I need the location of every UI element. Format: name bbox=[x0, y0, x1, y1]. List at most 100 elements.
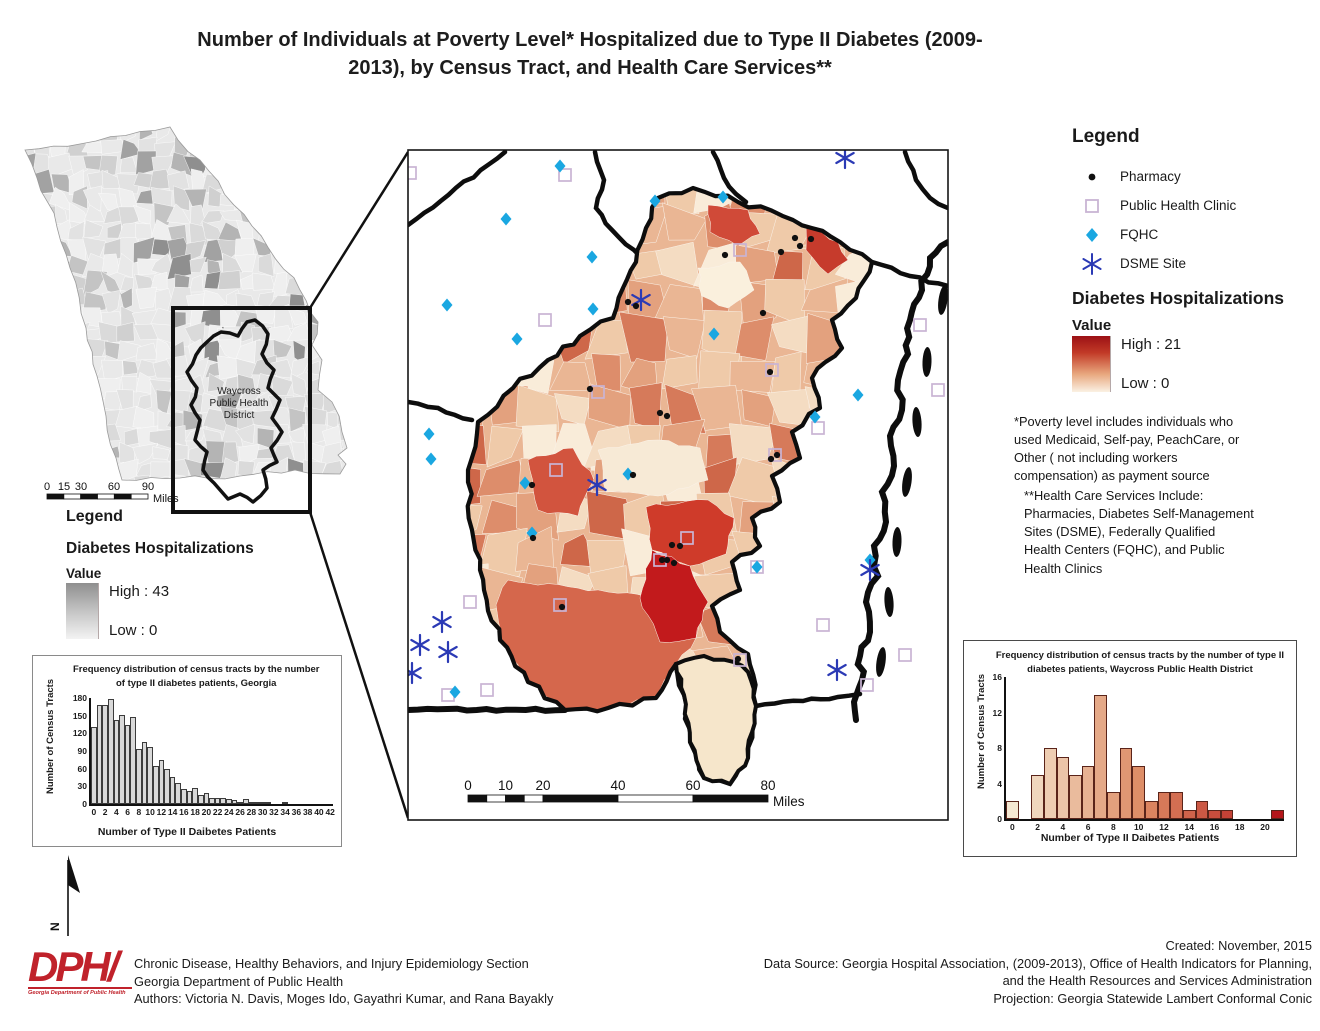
state-tract bbox=[38, 304, 53, 323]
credit-line: Projection: Georgia Statewide Lambert Co… bbox=[993, 990, 1312, 1006]
pharmacy-marker bbox=[777, 248, 785, 256]
state-tract bbox=[234, 186, 253, 211]
state-tract bbox=[219, 194, 242, 207]
y-axis-label: Number of Census Tracts bbox=[45, 678, 56, 794]
state-tract bbox=[338, 374, 347, 399]
pharmacy-marker bbox=[767, 455, 775, 463]
barrier-island bbox=[912, 407, 922, 437]
scalebar-segment bbox=[505, 794, 525, 803]
census-tract bbox=[591, 353, 621, 392]
state-tract bbox=[320, 375, 340, 393]
census-tract bbox=[728, 423, 781, 466]
highlight-tract bbox=[697, 261, 755, 309]
scalebar-segment bbox=[542, 794, 619, 803]
pharmacy-marker bbox=[629, 471, 637, 479]
x-tick-label: 32 bbox=[269, 807, 279, 817]
histogram-bar bbox=[1094, 694, 1108, 819]
histogram-bar bbox=[147, 746, 153, 804]
state-tract bbox=[31, 256, 52, 280]
plot-area: 0 30 60 90 120 150 180 0 2 4 6 8 10 12 14 16 18 20 22 24 26 2… bbox=[73, 693, 335, 817]
state-tract bbox=[305, 156, 322, 176]
histogram-bar bbox=[96, 705, 103, 804]
pharmacy-marker bbox=[796, 242, 804, 250]
histogram-bar bbox=[282, 802, 288, 804]
y-tick-label: 0 bbox=[82, 799, 87, 809]
state-tract bbox=[51, 447, 74, 461]
dsme-asterisk-icon bbox=[1072, 252, 1112, 276]
state-tract bbox=[135, 286, 157, 309]
pharmacy-marker bbox=[632, 302, 640, 310]
legend-item-label: Public Health Clinic bbox=[1120, 198, 1237, 213]
state-tract bbox=[48, 376, 72, 393]
x-tick-label: 12 bbox=[1159, 822, 1169, 832]
barrier-island bbox=[902, 467, 912, 497]
y-tick-label: 8 bbox=[997, 743, 1002, 753]
georgia-histogram: Frequency distribution of census tracts … bbox=[32, 655, 342, 847]
x-tick-label: 4 bbox=[1060, 822, 1066, 832]
inset-district-outline bbox=[185, 318, 284, 504]
credit-line: Created: November, 2015 bbox=[1165, 938, 1312, 953]
x-tick-label: 10 bbox=[1133, 822, 1144, 832]
state-tract bbox=[253, 188, 275, 211]
histogram-bar bbox=[1220, 810, 1234, 819]
legend-item-dsme: DSME Site bbox=[1072, 249, 1312, 278]
dsme-spoke bbox=[432, 615, 452, 629]
state-tract bbox=[25, 174, 37, 194]
x-tick-label: 36 bbox=[291, 807, 302, 817]
scalebar-segment bbox=[63, 493, 82, 500]
state-tract bbox=[121, 376, 138, 393]
fqhc-marker bbox=[587, 302, 599, 316]
histogram-bar bbox=[124, 724, 131, 804]
histogram-bar bbox=[1170, 792, 1183, 819]
x-tick-label: 0 bbox=[1009, 822, 1015, 832]
waycross-main-map bbox=[407, 149, 949, 821]
histogram-bar bbox=[158, 760, 165, 804]
state-tract bbox=[132, 442, 159, 465]
x-tick-label: 8 bbox=[136, 807, 142, 817]
public-health-clinic-marker bbox=[549, 463, 563, 477]
histogram-bar bbox=[164, 769, 170, 804]
histogram-bar bbox=[226, 799, 232, 804]
state-tract bbox=[273, 242, 291, 260]
x-tick-label: 16 bbox=[179, 807, 189, 817]
pharmacy-marker bbox=[663, 412, 671, 420]
census-tract bbox=[729, 361, 776, 393]
highlight-tract bbox=[639, 549, 709, 643]
state-tract bbox=[25, 127, 40, 139]
census-tract bbox=[661, 355, 698, 390]
histogram-bar bbox=[1195, 801, 1209, 819]
state-tract bbox=[218, 168, 243, 196]
chart-title: Frequency distribution of census tracts … bbox=[995, 650, 1285, 676]
state-tract bbox=[273, 253, 294, 274]
state-tract bbox=[47, 324, 70, 346]
state-tract bbox=[337, 259, 347, 280]
state-tract bbox=[84, 395, 101, 416]
state-tract bbox=[31, 426, 55, 444]
state-tract bbox=[32, 287, 50, 314]
histogram-bar bbox=[1056, 756, 1070, 819]
state-tract bbox=[319, 219, 343, 239]
state-tract bbox=[258, 253, 275, 277]
state-tract bbox=[339, 396, 347, 411]
state-tract bbox=[235, 391, 261, 411]
state-tract bbox=[326, 134, 344, 160]
x-tick-label: 12 bbox=[156, 807, 167, 817]
state-tract bbox=[30, 445, 51, 463]
state-tract bbox=[25, 457, 36, 481]
barrier-island bbox=[876, 647, 886, 677]
histogram-bar bbox=[1182, 810, 1196, 819]
highlight-tract bbox=[527, 447, 595, 517]
y-axis-label: Number of Census Tracts bbox=[976, 673, 987, 789]
state-tract bbox=[302, 188, 328, 209]
state-tract bbox=[31, 395, 53, 416]
histogram-bar bbox=[231, 799, 238, 804]
state-tract bbox=[303, 459, 327, 481]
state-tract bbox=[25, 206, 37, 228]
legend-value-label: Value bbox=[1072, 317, 1112, 334]
state-tract bbox=[328, 203, 342, 229]
x-tick-label: 24 bbox=[224, 807, 234, 817]
state-tract bbox=[338, 310, 347, 332]
state-tract bbox=[25, 409, 40, 430]
y-tick-label: 4 bbox=[997, 778, 1002, 789]
histogram-bar bbox=[203, 793, 210, 804]
